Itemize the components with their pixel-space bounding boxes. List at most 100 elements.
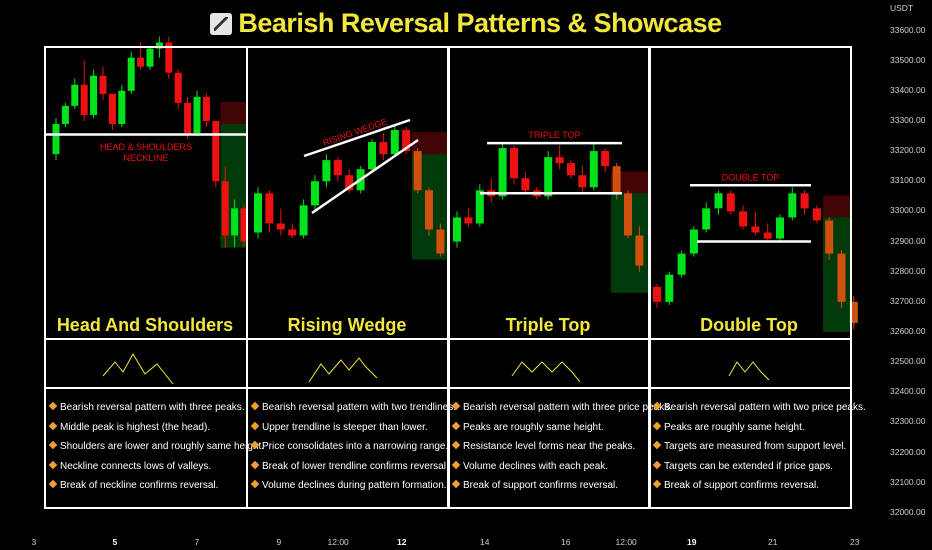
candle-body (345, 175, 354, 191)
candle-body (453, 217, 461, 242)
candle-body (521, 178, 530, 191)
diamond-bullet-icon (652, 480, 662, 489)
description-text: Break of support confirms reversal. (664, 480, 820, 492)
pattern-description: Bearish reversal pattern with two trendl… (250, 398, 456, 496)
candle-body (544, 157, 553, 197)
description-point: Bearish reversal pattern with two trendl… (250, 398, 456, 418)
candle-body (589, 151, 598, 188)
description-point: Neckline connects lows of valleys. (48, 457, 264, 477)
y-tick-label: 33000.00 (890, 205, 926, 216)
description-point: Bearish reversal pattern with two price … (652, 398, 866, 418)
x-tick-label: 16 (561, 537, 571, 547)
description-text: Targets are measured from support level. (664, 441, 847, 453)
stop-zone (823, 195, 850, 218)
pattern-description: Bearish reversal pattern with two price … (652, 398, 866, 496)
candle-body (555, 157, 564, 164)
pattern-sketch-icon (511, 361, 581, 383)
pattern-annotation: HEAD & SHOULDERS (100, 142, 192, 152)
y-tick-label: 32300.00 (890, 416, 926, 427)
candle-body (653, 286, 661, 302)
description-point: Break of lower trendline confirms revers… (250, 457, 456, 477)
pattern-panel-frame (246, 46, 450, 509)
stop-zone (411, 132, 448, 155)
candle-body (184, 102, 192, 134)
description-point: Price consolidates into a narrowing rang… (250, 437, 456, 457)
lower-trendline (311, 138, 419, 215)
pattern-panel-frame (648, 46, 852, 509)
diamond-bullet-icon (48, 421, 58, 430)
candle-body (137, 57, 145, 67)
pattern-panel-frame (447, 46, 651, 509)
candle-body (812, 208, 821, 221)
candle-body (379, 142, 388, 155)
description-point: Targets are measured from support level. (652, 437, 866, 457)
description-text: Price consolidates into a narrowing rang… (262, 441, 449, 453)
diamond-bullet-icon (250, 401, 260, 411)
candle-body (90, 75, 98, 115)
pattern-name: Rising Wedge (287, 315, 407, 335)
description-text: Resistance level forms near the peaks. (463, 441, 636, 453)
description-point: Break of neckline confirms reversal. (48, 476, 264, 496)
candle-body (299, 205, 308, 236)
pattern-name: Double Top (700, 315, 798, 335)
candle-body (212, 120, 220, 182)
y-tick-label: 33200.00 (890, 145, 926, 156)
x-tick-label: 19 (687, 537, 697, 547)
candle-body (127, 57, 135, 91)
diamond-bullet-icon (451, 401, 461, 411)
page-title-text: Bearish Reversal Patterns & Showcase (238, 8, 722, 38)
diamond-bullet-icon (451, 460, 461, 470)
description-point: Upper trendline is steeper than lower. (250, 418, 456, 438)
candle-body (689, 229, 698, 254)
candle-body (800, 193, 809, 209)
x-tick-label: 7 (194, 537, 200, 547)
diamond-bullet-icon (652, 460, 662, 470)
x-tick-label: 5 (112, 537, 118, 547)
y-tick-label: 32400.00 (890, 386, 926, 397)
candle-body (265, 193, 274, 224)
candle-body (763, 232, 772, 239)
description-text: Bearish reversal pattern with three pric… (463, 402, 672, 413)
upper-trendline (303, 118, 411, 158)
pattern-sketch-icon (102, 353, 174, 385)
description-text: Break of lower trendline confirms revers… (262, 460, 449, 472)
diamond-bullet-icon (250, 440, 260, 450)
diamond-bullet-icon (48, 401, 58, 411)
description-point: Shoulders are lower and roughly same hei… (48, 437, 264, 457)
x-tick-label: 9 (276, 537, 282, 547)
y-tick-label: 33500.00 (890, 54, 926, 65)
candle-body (174, 72, 182, 103)
diamond-bullet-icon (48, 460, 58, 470)
description-point: Bearish reversal pattern with three pric… (451, 398, 672, 418)
candle-body (193, 96, 201, 134)
candle-body (276, 223, 285, 230)
candle-body (788, 193, 797, 218)
y-tick-label: 33600.00 (890, 24, 926, 35)
candle-body (635, 235, 644, 266)
description-text: Upper trendline is steeper than lower. (262, 421, 428, 433)
candle-body (165, 42, 173, 73)
candle-body (739, 211, 748, 227)
y-tick-label: 33400.00 (890, 84, 926, 95)
description-point: Peaks are roughly same height. (652, 418, 866, 438)
candle-body (390, 129, 399, 155)
diamond-bullet-icon (451, 421, 461, 430)
candle-body (118, 90, 126, 124)
stop-zone (220, 101, 246, 124)
diamond-bullet-icon (250, 480, 260, 489)
y-tick-label: 32900.00 (890, 235, 926, 246)
candle-body (322, 160, 331, 182)
description-text: Neckline connects lows of valleys. (60, 460, 212, 472)
candle-body (413, 151, 422, 191)
pattern-annotation: TRIPLE TOP (528, 130, 580, 140)
description-text: Peaks are roughly same height. (463, 421, 604, 433)
diamond-bullet-icon (48, 480, 58, 489)
pattern-description: Bearish reversal pattern with three pric… (451, 398, 672, 496)
y-tick-label: 33100.00 (890, 175, 926, 186)
description-point: Targets can be extended if price gaps. (652, 457, 866, 477)
candle-body (825, 220, 834, 254)
candle-body (61, 105, 69, 124)
candle-body (368, 142, 376, 170)
candle-body (475, 190, 484, 224)
pattern-sketch-icon (728, 361, 770, 381)
